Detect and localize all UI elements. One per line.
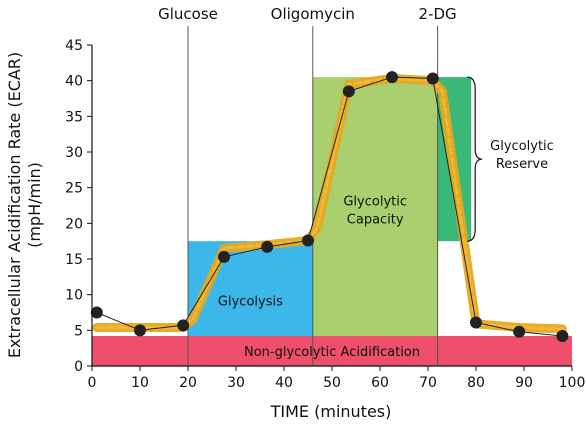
y-axis-label-line2: (mpH/min) [25, 162, 44, 248]
x-tick-label: 60 [371, 375, 389, 391]
regions-layer [92, 77, 572, 366]
x-tick-label: 80 [467, 375, 485, 391]
label-glycolytic-capacity: Glycolytic Capacity [343, 195, 407, 228]
x-tick-label: 0 [88, 375, 97, 391]
region-glycolytic-capacity [312, 77, 438, 337]
y-tick-label: 45 [65, 38, 83, 54]
data-point [386, 71, 398, 84]
x-tick-label: 100 [559, 375, 586, 391]
data-point [134, 324, 146, 337]
axes-layer: 0 10 20 30 40 50 60 70 80 90 100 0 5 10 15 20 25 30 35 40 45 [65, 38, 585, 391]
label-glycolytic-capacity-line2: Capacity [347, 213, 404, 228]
x-tick-label: 40 [275, 375, 293, 391]
y-tick-label: 30 [65, 145, 83, 161]
x-tick-label: 20 [179, 375, 197, 391]
data-point [513, 325, 526, 338]
x-tick-label: 30 [227, 375, 245, 391]
label-non-glycolytic: Non-glycolytic Acidification [244, 345, 420, 360]
injection-label-2: Oligomycin [271, 5, 355, 23]
region-non-glycolytic [92, 336, 572, 366]
y-tick-label: 25 [65, 181, 83, 197]
data-point [302, 234, 314, 247]
reserve-brace [467, 76, 483, 242]
data-point [556, 330, 569, 343]
label-glycolytic-capacity-line1: Glycolytic [343, 195, 407, 210]
label-glycolytic-reserve-line2: Reserve [496, 157, 548, 172]
labels-layer: Non-glycolytic Acidification Glycolysis Gl… [158, 5, 554, 360]
data-point [470, 316, 482, 329]
data-point [426, 72, 439, 85]
injection-label-1: Glucose [158, 5, 218, 23]
y-tick-label: 5 [74, 323, 83, 339]
x-tick-label: 50 [323, 375, 341, 391]
data-point [261, 240, 274, 253]
x-tick-label: 90 [515, 375, 533, 391]
injection-label-3: 2-DG [419, 5, 457, 23]
series-layer [90, 71, 569, 343]
data-point [177, 319, 190, 332]
x-tick-label: 10 [131, 375, 149, 391]
y-tick-label: 15 [65, 252, 83, 268]
y-tick-label: 0 [74, 359, 83, 375]
data-point [342, 85, 355, 98]
x-tick-label: 70 [419, 375, 437, 391]
x-axis-label: TIME (minutes) [270, 402, 392, 421]
data-point [218, 250, 230, 263]
data-point [90, 306, 103, 319]
y-tick-label: 20 [65, 216, 83, 232]
y-tick-label: 35 [65, 109, 83, 125]
label-glycolysis: Glycolysis [218, 294, 283, 309]
label-glycolytic-reserve-line1: Glycolytic [490, 139, 554, 154]
y-tick-label: 10 [65, 288, 83, 304]
y-tick-label: 40 [65, 74, 83, 90]
y-axis-label-line1: Extracellular Acidification Rate (ECAR) [5, 52, 24, 358]
series-connector [96, 76, 563, 337]
label-glycolytic-reserve: Glycolytic Reserve [490, 139, 554, 172]
